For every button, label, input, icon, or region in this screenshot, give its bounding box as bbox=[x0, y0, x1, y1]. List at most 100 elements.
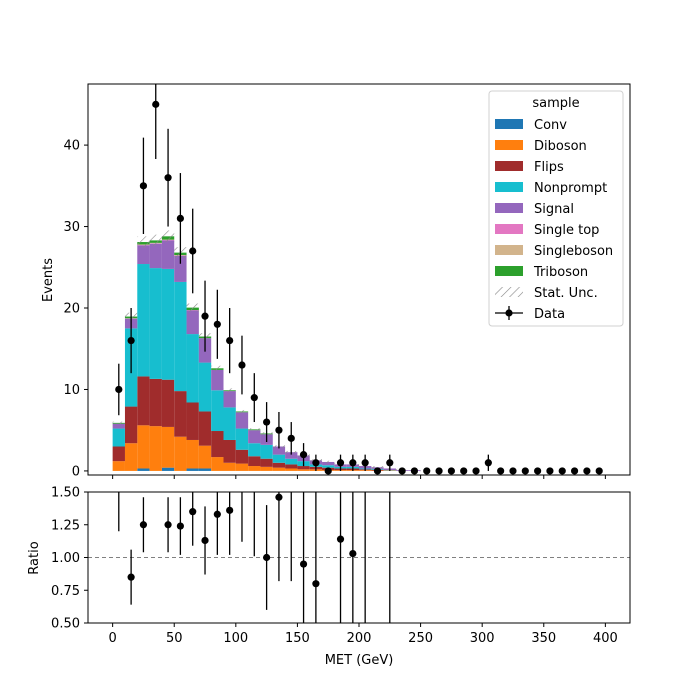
bar-flips bbox=[174, 391, 187, 437]
main-panel: 0 10 20 30 40 Events bbox=[41, 83, 631, 479]
data-point bbox=[423, 467, 431, 475]
legend-items: Conv Diboson Flips Nonprompt Signal Single to… bbox=[495, 118, 613, 322]
data-point bbox=[164, 174, 172, 182]
legend-swatch bbox=[495, 161, 523, 171]
bar-conv bbox=[161, 467, 175, 471]
x-tick-label: 0 bbox=[108, 631, 116, 646]
data-point bbox=[312, 459, 320, 467]
legend-label: Conv bbox=[534, 118, 567, 133]
data-point bbox=[299, 451, 308, 459]
bar-flips bbox=[285, 464, 298, 469]
legend-label: Singleboson bbox=[534, 244, 613, 259]
data-point bbox=[189, 247, 197, 255]
main-y-axis-label: Events bbox=[41, 258, 56, 302]
bar-flips bbox=[137, 376, 150, 426]
bar-diboson bbox=[198, 445, 212, 469]
data-point bbox=[139, 182, 148, 190]
bar-diboson bbox=[235, 463, 249, 471]
ratio-point bbox=[349, 549, 357, 558]
bar-flips bbox=[198, 411, 212, 446]
bar-signal bbox=[161, 240, 175, 269]
bar-diboson bbox=[248, 466, 261, 471]
ratio-point bbox=[164, 521, 172, 529]
ratio-point bbox=[263, 553, 271, 562]
data-points bbox=[115, 84, 603, 475]
bar-diboson bbox=[285, 468, 298, 471]
data-point bbox=[435, 467, 443, 475]
bar-signal bbox=[322, 461, 335, 466]
stat-unc-band bbox=[161, 230, 175, 243]
ratio-x-ticks: 0 50 100 150 200 250 300 350 400 bbox=[108, 623, 618, 646]
stat-unc-band bbox=[223, 388, 236, 393]
stat-unc-band bbox=[112, 421, 125, 425]
bar-flips bbox=[161, 379, 175, 427]
data-point bbox=[213, 320, 221, 328]
bar-flips bbox=[124, 406, 138, 444]
legend-label: Stat. Unc. bbox=[534, 286, 598, 301]
x-tick-label: 300 bbox=[470, 631, 495, 646]
bar-nonprompt bbox=[285, 458, 298, 465]
legend: sample Conv Diboson Flips Nonprompt Signal Si… bbox=[488, 90, 624, 327]
ratio-point bbox=[213, 510, 221, 518]
stat-unc-band bbox=[149, 234, 162, 247]
data-point bbox=[472, 467, 480, 475]
data-point bbox=[570, 467, 579, 475]
legend-data-marker bbox=[505, 309, 513, 317]
bar-flips bbox=[248, 456, 261, 467]
ratio-points bbox=[118, 492, 391, 623]
data-point bbox=[361, 459, 369, 467]
main-y-ticks: 0 10 20 30 40 bbox=[63, 139, 88, 479]
legend-swatch bbox=[495, 245, 523, 255]
data-point bbox=[287, 434, 295, 442]
bar-flips bbox=[149, 378, 162, 427]
legend-label: Signal bbox=[534, 202, 574, 217]
data-point bbox=[595, 467, 603, 475]
data-point bbox=[263, 418, 271, 426]
stacked-histogram bbox=[112, 230, 421, 472]
bar-diboson bbox=[161, 426, 175, 468]
bar-flips bbox=[272, 462, 286, 468]
legend-label: Single top bbox=[534, 223, 599, 238]
bar-flips bbox=[260, 458, 273, 467]
y-tick-label: 1.25 bbox=[51, 518, 80, 533]
bar-signal bbox=[112, 423, 125, 429]
data-point bbox=[583, 467, 591, 475]
legend-label: Flips bbox=[534, 160, 564, 175]
data-point bbox=[460, 467, 468, 475]
bar-conv bbox=[186, 468, 199, 471]
stat-unc-band bbox=[248, 428, 261, 431]
legend-label: Data bbox=[534, 307, 565, 322]
bar-signal bbox=[186, 310, 199, 335]
legend-swatch bbox=[495, 203, 523, 213]
ratio-point bbox=[226, 506, 234, 514]
y-tick-label: 0 bbox=[72, 464, 80, 479]
data-point bbox=[447, 467, 455, 475]
bar-diboson bbox=[174, 436, 187, 471]
ratio-point bbox=[127, 573, 135, 581]
y-tick-label: 40 bbox=[63, 139, 80, 154]
y-tick-label: 10 bbox=[63, 383, 80, 398]
bar-nonprompt bbox=[272, 454, 286, 463]
bar-signal bbox=[272, 446, 286, 455]
data-point bbox=[250, 394, 258, 402]
y-tick-label: 1.00 bbox=[51, 551, 80, 566]
bar-nonprompt bbox=[322, 465, 335, 468]
y-tick-label: 0.50 bbox=[51, 617, 80, 632]
bar-nonprompt bbox=[112, 428, 125, 447]
legend-label: Diboson bbox=[534, 139, 587, 154]
data-point bbox=[349, 459, 357, 467]
bar-signal bbox=[174, 255, 187, 282]
legend-label: Nonprompt bbox=[534, 181, 607, 196]
data-point bbox=[127, 336, 135, 345]
bar-diboson bbox=[186, 439, 199, 469]
bar-diboson bbox=[112, 461, 125, 471]
bar-conv bbox=[137, 468, 150, 471]
bar-flips bbox=[235, 449, 249, 464]
y-tick-label: 0.75 bbox=[51, 584, 80, 599]
data-point bbox=[497, 467, 505, 475]
bar-diboson bbox=[272, 467, 286, 471]
bar-signal bbox=[235, 412, 249, 429]
ratio-point bbox=[312, 580, 320, 588]
legend-swatch bbox=[495, 119, 523, 129]
data-point bbox=[534, 467, 542, 475]
